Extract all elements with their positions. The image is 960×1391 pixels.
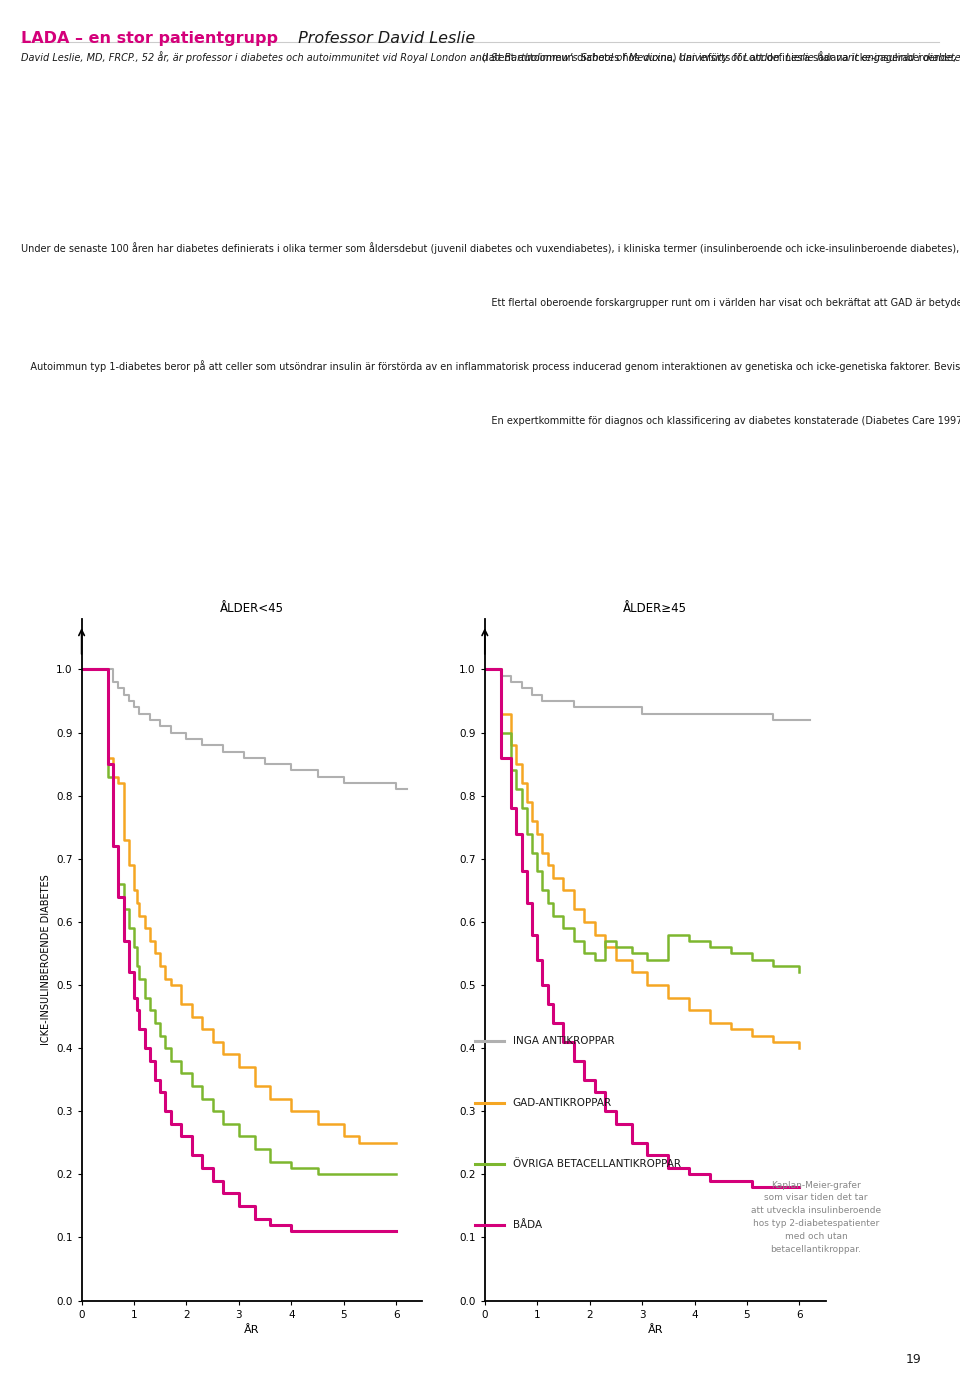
X-axis label: ÅR: ÅR [647,1326,663,1335]
Text: Ett flertal oberoende forskargrupper runt om i världen har visat och bekräftat a: Ett flertal oberoende forskargrupper run… [482,296,960,309]
Text: David Leslie, MD, FRCP., 52 år, är professor i diabetes och autoimmunitet vid Ro: David Leslie, MD, FRCP., 52 år, är profe… [21,51,960,64]
Text: INGA ANTIKROPPAR: INGA ANTIKROPPAR [513,1036,614,1046]
Text: En expertkommitte för diagnos och klassificering av diabetes konstaterade (Diabe: En expertkommitte för diagnos och klassi… [482,415,960,426]
Text: Professor David Leslie: Professor David Leslie [293,31,475,46]
X-axis label: ÅR: ÅR [244,1326,260,1335]
Text: (latent autoimmun diabetes hos vuxna) har införts för att definiera sådana icke-: (latent autoimmun diabetes hos vuxna) ha… [482,51,960,64]
Title: ÅLDER≥45: ÅLDER≥45 [623,602,687,615]
Text: Under de senaste 100 åren har diabetes definierats i olika termer som åldersdebu: Under de senaste 100 åren har diabetes d… [21,242,960,253]
Text: Autoimmun typ 1-diabetes beror på att celler som utsöndrar insulin är förstörda : Autoimmun typ 1-diabetes beror på att ce… [21,360,960,371]
Text: 19: 19 [906,1353,922,1366]
Text: ÖVRIGA BETACELLANTIKROPPAR: ÖVRIGA BETACELLANTIKROPPAR [513,1159,681,1168]
Text: GAD-ANTIKROPPAR: GAD-ANTIKROPPAR [513,1097,612,1107]
Y-axis label: ICKE-INSULINBEROENDE DIABETES: ICKE-INSULINBEROENDE DIABETES [40,875,51,1045]
Text: LADA – en stor patientgrupp: LADA – en stor patientgrupp [21,31,278,46]
Title: ÅLDER<45: ÅLDER<45 [220,602,284,615]
Text: Kaplan-Meier-grafer
som visar tiden det tar
att utveckla insulinberoende
hos typ: Kaplan-Meier-grafer som visar tiden det … [751,1181,881,1253]
Text: BÅDA: BÅDA [513,1220,541,1230]
